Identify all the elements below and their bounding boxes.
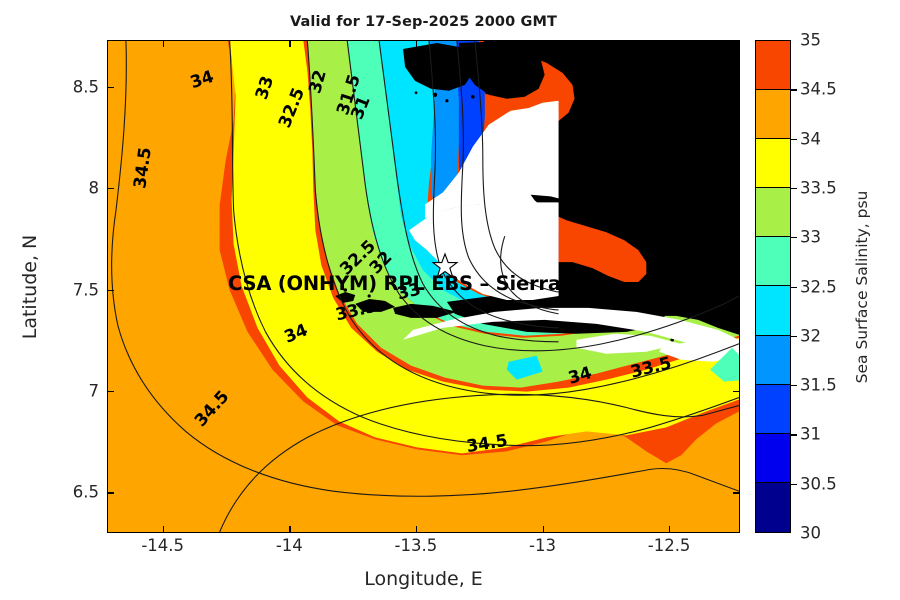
colorbar-band [756, 286, 790, 336]
colorbar-tick [791, 187, 797, 190]
colorbar-tick-label: 34.5 [800, 79, 837, 99]
colorbar-tick-label: 35 [800, 30, 821, 50]
colorbar-title: Sea Surface Salinity, psu [853, 190, 871, 384]
colorbar-tick-label: 34 [800, 129, 821, 149]
x-tick [289, 526, 291, 533]
colorbar-tick [791, 237, 797, 239]
y-tick [733, 289, 740, 291]
colorbar-tick [791, 138, 797, 140]
y-tick-label: 8.5 [72, 77, 99, 97]
contour-map [108, 41, 739, 532]
x-tick [542, 526, 544, 533]
x-tick [162, 526, 165, 533]
y-tick-label: 6.5 [72, 482, 99, 502]
colorbar-tick [791, 483, 797, 485]
station-annotation-label: CSA (ONHYM) RPL EBS – Sierra [228, 272, 561, 295]
colorbar-tick-label: 30.5 [800, 474, 837, 494]
y-tick [733, 492, 740, 494]
colorbar-band [756, 188, 790, 238]
colorbar-band [756, 384, 790, 434]
x-tick-label: -12.5 [647, 536, 691, 555]
colorbar-tick-label: 32 [800, 326, 821, 346]
colorbar-band [756, 482, 790, 532]
colorbar-tick-label: 30 [800, 523, 821, 543]
colorbar-tick [791, 385, 797, 387]
x-tick-label: -14.5 [141, 536, 185, 555]
y-tick [733, 390, 740, 393]
x-tick [162, 40, 165, 47]
station-star-marker[interactable] [431, 252, 459, 279]
y-axis-title: Latitude, N [19, 234, 41, 340]
x-tick [289, 40, 291, 47]
x-tick-label: -13 [529, 536, 556, 555]
map-plot-area[interactable] [107, 40, 740, 533]
colorbar-tick [791, 335, 797, 338]
colorbar-tick [791, 434, 797, 436]
x-tick [669, 526, 671, 533]
y-tick [107, 289, 114, 291]
x-tick-label: -13.5 [394, 536, 438, 555]
chart-title: Valid for 17-Sep-2025 2000 GMT [290, 14, 557, 30]
y-tick [107, 86, 114, 89]
x-tick-label: -14 [275, 536, 303, 555]
x-tick [542, 40, 544, 47]
x-tick [415, 526, 418, 533]
colorbar-band [756, 139, 790, 189]
colorbar-band [756, 237, 790, 287]
y-tick [107, 492, 114, 494]
colorbar-tick-label: 32.5 [800, 277, 837, 296]
y-tick-label: 7 [88, 381, 100, 401]
y-tick [733, 86, 740, 89]
colorbar-band [756, 433, 790, 483]
colorbar-tick [791, 89, 797, 91]
colorbar-tick-label: 31.5 [800, 375, 837, 395]
colorbar[interactable] [755, 40, 791, 533]
y-tick [107, 188, 114, 190]
colorbar-band [756, 335, 790, 385]
colorbar-tick [791, 286, 797, 288]
colorbar-tick-label: 33.5 [800, 178, 837, 198]
colorbar-tick-label: 31 [800, 424, 821, 444]
x-tick [669, 40, 671, 47]
colorbar-band [756, 90, 790, 140]
colorbar-tick-label: 33 [800, 227, 821, 247]
y-tick-label: 7.5 [72, 280, 99, 300]
y-tick-label: 8 [88, 178, 100, 198]
colorbar-band [756, 41, 790, 91]
x-axis-title: Longitude, E [364, 568, 483, 590]
y-tick [733, 188, 740, 190]
x-tick [415, 40, 418, 47]
y-tick [107, 390, 114, 393]
